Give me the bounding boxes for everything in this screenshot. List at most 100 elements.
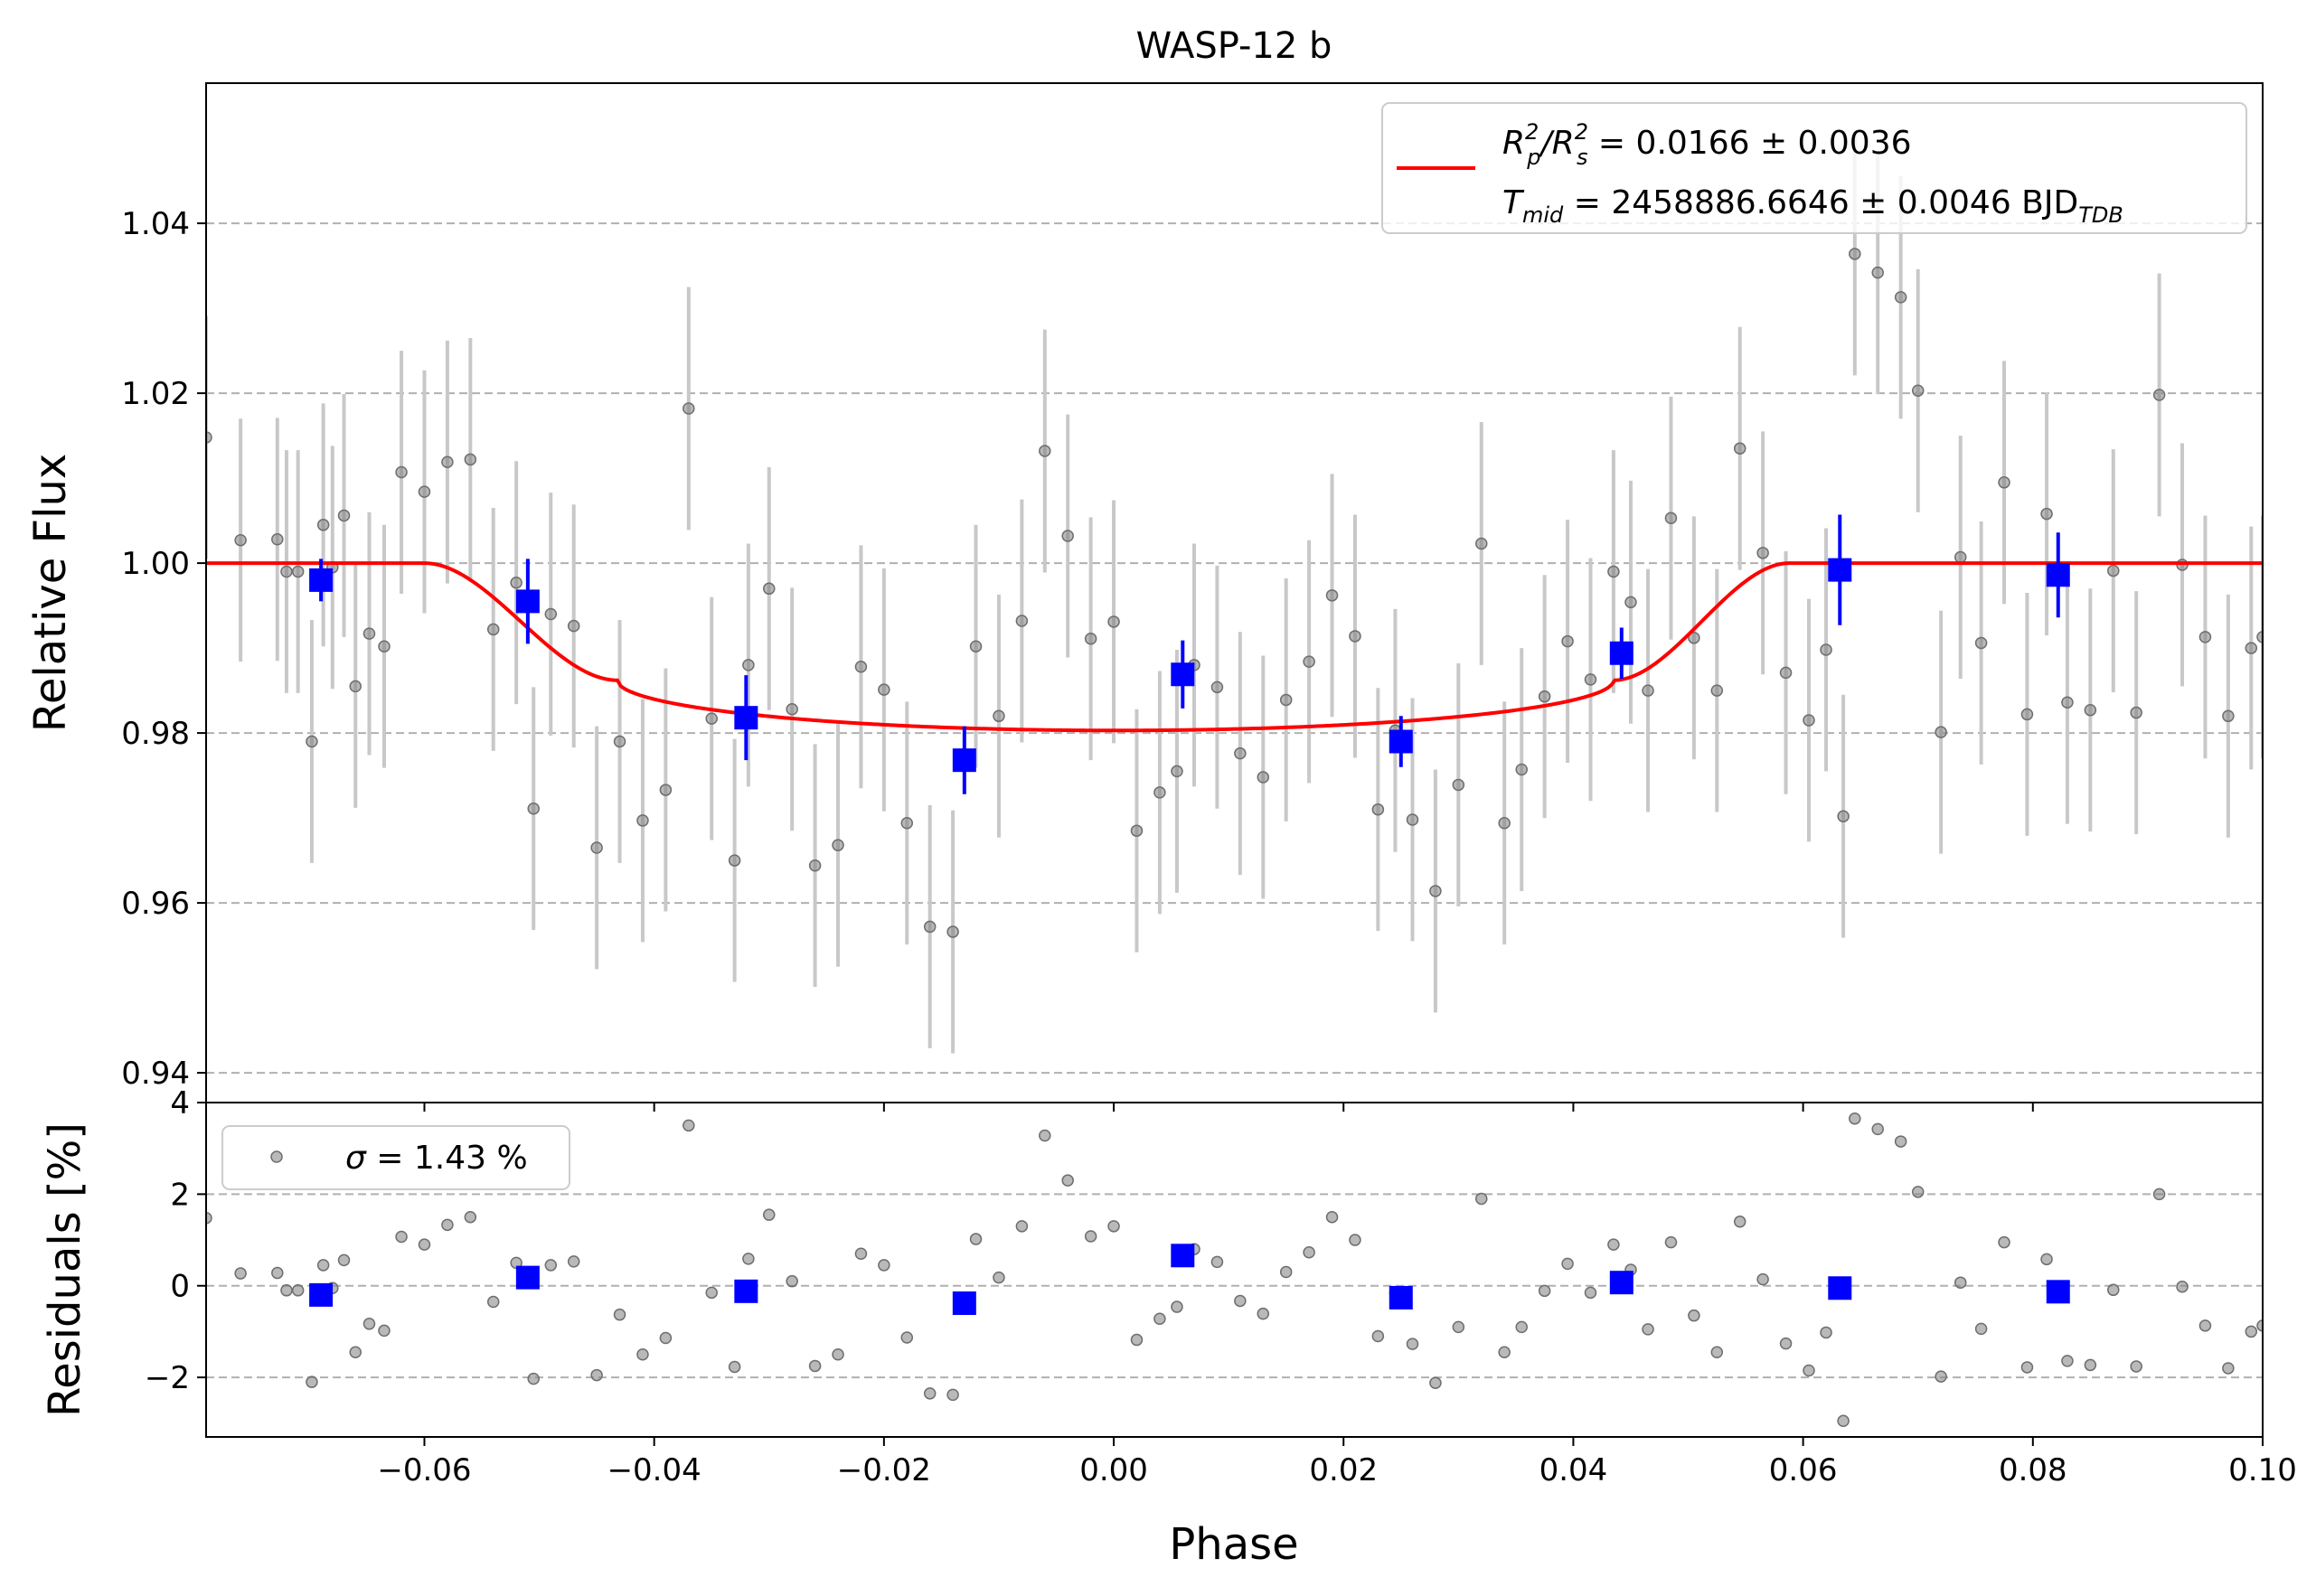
residual-point — [2152, 1188, 2166, 1201]
top-legend-box — [1381, 102, 2247, 234]
chart-title: WASP-12 b — [1136, 25, 1332, 67]
data-point — [659, 784, 673, 796]
top-y-tick-label: 1.00 — [121, 546, 190, 582]
data-point — [441, 455, 454, 468]
residual-point — [1935, 1370, 1947, 1383]
residual-point — [2176, 1281, 2189, 1293]
binned-residual-point — [734, 1279, 758, 1303]
residual-point — [234, 1267, 247, 1280]
data-point — [1429, 885, 1442, 897]
residual-point — [728, 1360, 741, 1374]
bottom-ticks: −2 0 2 4 −0.06 −0.04 −0.02 0.00 0.02 0.04 0.06 0.08… — [145, 1085, 2297, 1488]
binned-point — [2046, 563, 2070, 587]
residual-point — [900, 1331, 914, 1344]
residual-point — [1257, 1307, 1270, 1320]
bottom-panel-frame — [205, 1102, 2264, 1438]
residual-point — [1084, 1230, 1097, 1243]
residual-point — [2245, 1325, 2258, 1338]
binned-residual-point — [309, 1282, 334, 1307]
data-point — [1210, 681, 1224, 694]
data-point — [1538, 690, 1551, 703]
binned-residual-point — [1828, 1276, 1852, 1300]
legend-model-label-line2: Tmid = 2458886.6646 ± 0.0046 BJDTDB — [1502, 184, 2123, 228]
data-point — [763, 582, 776, 596]
residual-point — [946, 1388, 959, 1402]
residual-point — [2198, 1319, 2212, 1332]
x-tick-label: −0.04 — [607, 1452, 701, 1488]
data-point — [1015, 615, 1029, 627]
data-point — [2040, 507, 2053, 521]
data-point — [1406, 813, 1419, 826]
residual-point — [590, 1368, 603, 1382]
data-point — [271, 533, 284, 546]
data-point — [590, 841, 603, 854]
binned-residual-point — [1389, 1285, 1413, 1310]
binned-point — [1389, 729, 1413, 754]
residual-point — [763, 1208, 776, 1221]
binned-residual-point — [1609, 1271, 1633, 1295]
residual-point — [1803, 1364, 1815, 1377]
residual-point — [1015, 1220, 1029, 1233]
residual-point — [832, 1348, 844, 1361]
data-point — [2245, 642, 2258, 654]
data-point — [544, 607, 558, 621]
residual-point — [1429, 1376, 1442, 1389]
data-point — [1624, 596, 1637, 609]
residual-point — [1607, 1238, 1620, 1251]
data-point — [1998, 476, 2010, 489]
top-y-tick-label: 1.04 — [121, 206, 190, 242]
data-point — [206, 431, 212, 444]
binned-point — [309, 568, 334, 592]
top-ticks: 0.94 0.96 0.98 1.00 1.02 1.04 — [121, 206, 2264, 1112]
data-point — [1061, 530, 1074, 542]
data-point — [1498, 816, 1511, 830]
data-point — [923, 920, 937, 934]
residual-point — [1279, 1265, 1293, 1279]
data-point — [1688, 632, 1700, 644]
residual-point — [1756, 1272, 1769, 1286]
data-point — [1820, 643, 1832, 656]
binned-residual-point — [515, 1265, 540, 1290]
x-tick-label: 0.04 — [1539, 1452, 1608, 1488]
data-point — [1515, 763, 1528, 776]
residual-point — [1733, 1216, 1746, 1228]
residual-point — [683, 1119, 695, 1132]
residual-point — [1642, 1323, 1654, 1336]
binned-point — [952, 748, 976, 773]
data-point — [1779, 666, 1793, 680]
data-point — [1871, 266, 1884, 279]
data-point — [2222, 709, 2235, 723]
residual-point — [636, 1348, 649, 1361]
binned-residual-point — [2046, 1280, 2070, 1304]
data-point — [1107, 615, 1120, 628]
model-curve — [206, 561, 2263, 733]
residual-point — [659, 1331, 673, 1345]
data-point — [683, 402, 695, 415]
bottom-y-axis-label: Residuals [%] — [40, 1122, 90, 1417]
x-tick-label: 0.00 — [1079, 1452, 1148, 1488]
residual-point — [1820, 1326, 1832, 1339]
residual-point — [271, 1266, 284, 1280]
residual-point — [1349, 1234, 1361, 1246]
data-point — [1911, 384, 1925, 398]
binned-point — [515, 589, 540, 614]
bottom-y-tick-label: 4 — [170, 1085, 190, 1122]
residual-point — [1039, 1129, 1051, 1142]
residual-point — [878, 1259, 890, 1272]
data-point — [291, 565, 305, 578]
residual-point — [1452, 1320, 1465, 1334]
data-point — [1642, 684, 1654, 697]
data-point — [1954, 550, 1967, 564]
residual-point — [527, 1372, 540, 1385]
top-y-tick-label: 0.96 — [121, 886, 190, 922]
data-point — [900, 816, 914, 830]
residual-point — [705, 1286, 718, 1300]
residual-point — [854, 1247, 868, 1261]
residual-point — [1303, 1245, 1315, 1259]
top-y-tick-label: 0.94 — [121, 1056, 190, 1092]
data-point — [2084, 703, 2097, 717]
data-point — [1279, 693, 1293, 707]
residual-point — [1974, 1322, 1988, 1336]
residual-point — [1710, 1346, 1724, 1358]
data-point — [2198, 631, 2212, 643]
